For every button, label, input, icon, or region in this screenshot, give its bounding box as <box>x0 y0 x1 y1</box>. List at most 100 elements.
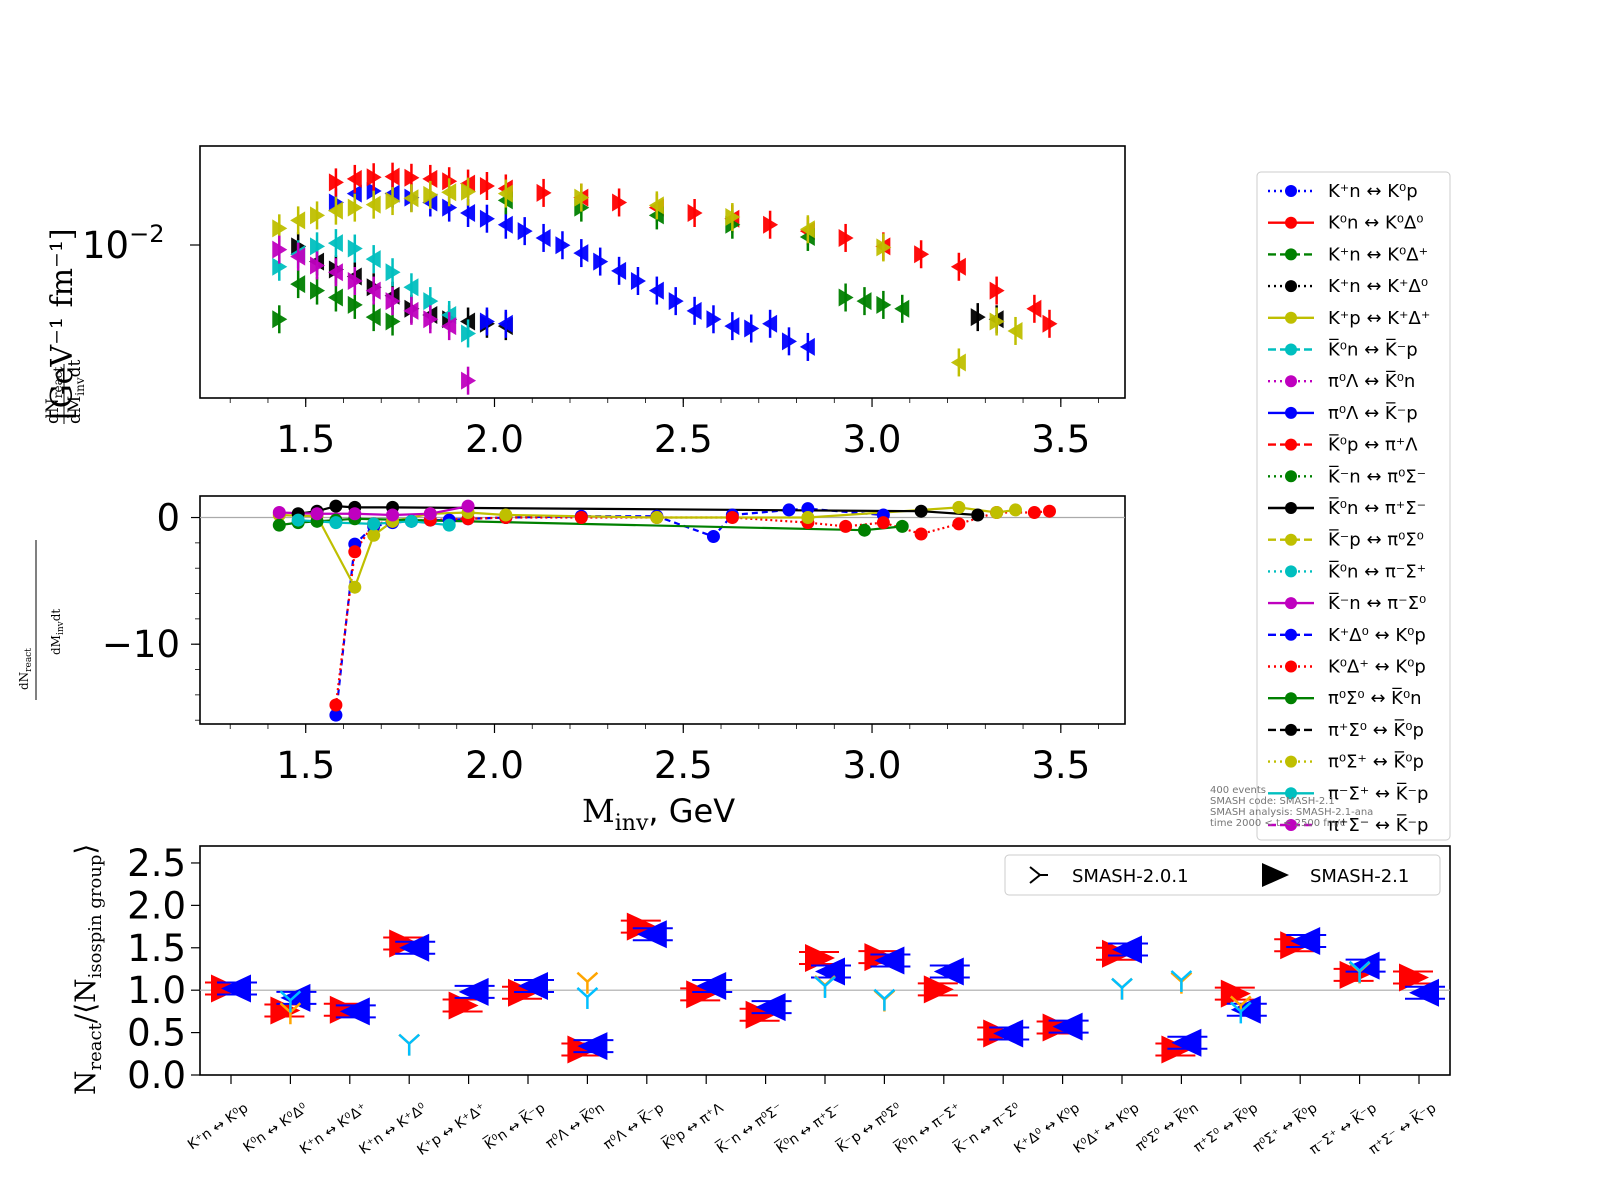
top-xtick-label: 2.5 <box>654 418 713 461</box>
bottom-data-point <box>1052 1012 1083 1041</box>
legend-label: K̅⁰n ↔ π⁺Σ⁻ <box>1328 497 1426 519</box>
info-line: SMASH analysis: SMASH-2.1-ana <box>1210 807 1373 818</box>
bottom-ylabel-text: Nreact/⟨Nisospin group⟩ <box>69 844 106 1095</box>
bottom-tri-marker <box>814 976 836 998</box>
legend-marker-icon <box>1285 248 1297 261</box>
middle-data-point <box>1027 505 1041 519</box>
middle-data-point <box>404 514 418 528</box>
top-xtick-label: 1.5 <box>276 418 335 461</box>
middle-data-point <box>706 530 720 544</box>
middle-data-point <box>971 508 985 522</box>
legend-label: π⁰Λ ↔ K̅⁰n <box>1328 370 1415 392</box>
middle-data-point <box>952 500 966 514</box>
legend-marker-icon <box>1285 597 1297 610</box>
middle-xtick-label: 2.5 <box>654 744 713 787</box>
legend-label: K̅⁻p ↔ π⁰Σ⁰ <box>1328 528 1424 550</box>
bottom-data-point <box>1220 979 1251 1008</box>
bottom-ylabel: Nreact/⟨Nisospin group⟩ <box>69 844 106 1095</box>
legend-marker-icon <box>1285 628 1297 641</box>
legend-marker-icon <box>1285 723 1297 736</box>
legend-label: K⁰Δ⁺ ↔ K⁰p <box>1328 657 1426 678</box>
legend-marker-icon <box>1285 438 1297 451</box>
version-legend: SMASH-2.0.1 SMASH-2.1 <box>1004 854 1441 896</box>
middle-data-point <box>329 698 343 712</box>
middle-data-point <box>914 527 928 541</box>
bottom-ytick-label: 1.5 <box>127 927 186 970</box>
bottom-ytick-label: 1.0 <box>127 969 186 1012</box>
bottom-tri-marker <box>1229 1001 1252 1024</box>
bottom-tri-arm <box>1239 995 1252 1007</box>
bottom-data-point <box>696 971 727 1000</box>
bottom-category-label: π⁰Λ ↔ K̅⁻p <box>600 1099 667 1153</box>
legend-label: K⁰n ↔ K⁰Δ⁰ <box>1328 213 1424 234</box>
bottom-tri-marker <box>279 990 302 1013</box>
legend-label: K⁺n ↔ K⁺Δ⁰ <box>1328 276 1428 297</box>
bottom-tri-arm <box>1239 1001 1252 1013</box>
middle-data-point <box>310 507 324 521</box>
legend-marker-icon <box>1285 406 1297 419</box>
middle-data-point <box>291 513 305 527</box>
bottom-tri-arm <box>1229 995 1242 1007</box>
bottom-data-point <box>1280 931 1311 960</box>
legend-marker-icon <box>1285 185 1297 197</box>
legend-label: K⁺n ↔ K⁰Δ⁺ <box>1328 244 1428 265</box>
legend-label: K⁺Δ⁰ ↔ K⁰p <box>1328 625 1426 646</box>
bottom-tri-arm <box>408 1033 421 1045</box>
middle-data-point <box>650 511 664 525</box>
bottom-data-point <box>1102 939 1132 968</box>
bottom-tri-arm <box>576 987 589 998</box>
middle-data-point <box>914 504 928 518</box>
bottom-data-point <box>923 975 954 1004</box>
middle-data-point <box>725 511 739 525</box>
bottom-tri-marker <box>1111 977 1133 1000</box>
bottom-data-point <box>1399 963 1429 992</box>
middle-data-point <box>895 519 909 533</box>
middle-series-line <box>334 510 1050 706</box>
bottom-category-label: π⁰Λ ↔ K̅⁰n <box>542 1099 608 1152</box>
bottom-ytick-label: 0.5 <box>127 1012 186 1055</box>
bottom-tri-arm <box>883 988 896 1000</box>
legend-frame <box>1256 171 1451 841</box>
legend-label: π⁻Σ⁺ ↔ K̅⁻p <box>1328 782 1428 804</box>
bottom-data-point <box>1339 960 1370 989</box>
bottom-category-label: K̅⁻n ↔ π⁻Σ⁰ <box>951 1099 1024 1157</box>
middle-xtick-label: 3.5 <box>1031 744 1090 787</box>
bottom-tri-marker <box>279 1002 302 1025</box>
middle-ytick-label: 0 <box>156 497 180 540</box>
legend-label: K⁺p ↔ K⁺Δ⁺ <box>1328 308 1430 329</box>
info-line: time 2000 < t < 2500 fm/c <box>1210 818 1345 829</box>
bottom-data-point <box>933 957 964 986</box>
middle-xtick-label: 2.0 <box>465 744 524 787</box>
top-xtick-label: 3.5 <box>1031 418 1090 461</box>
bottom-category-label: π⁰Σ⁰ ↔ K̅⁰n <box>1132 1099 1202 1155</box>
bottom-tri-arm <box>1229 1001 1242 1013</box>
bottom-tri-marker <box>873 988 896 1011</box>
legend-marker-icon <box>1285 787 1297 800</box>
bottom-data-point <box>626 912 657 941</box>
middle-data-point <box>857 523 871 537</box>
bottom-category-label: K̅⁻n ↔ π⁰Σ⁻ <box>713 1099 786 1157</box>
bottom-data-point <box>993 1019 1024 1048</box>
bottom-tri-arm <box>873 988 886 1000</box>
middle-data-point <box>329 708 343 722</box>
bottom-ytick-label: 0.0 <box>127 1054 186 1097</box>
middle-data-point <box>272 518 286 532</box>
bottom-tri-arm <box>586 971 599 983</box>
top-frac-denominator: dMinvdt <box>65 359 87 424</box>
bottom-tri-marker <box>576 987 599 1009</box>
legend-label: K⁺n ↔ K⁰p <box>1328 181 1418 202</box>
legend-label: π⁰Σ⁰ ↔ K̅⁰n <box>1328 687 1422 709</box>
middle-data-point <box>1009 503 1023 517</box>
bottom-category-label: K⁺Δ⁰ ↔ K⁰p <box>1011 1100 1083 1157</box>
smash-21-marker-icon <box>1262 863 1289 887</box>
bottom-tri-marker <box>398 1033 421 1056</box>
middle-data-point <box>367 528 381 542</box>
legend-label: π⁺Σ⁰ ↔ K̅⁰p <box>1328 719 1424 741</box>
bottom-category-label: K̅⁰n ↔ π⁺Σ⁻ <box>773 1099 846 1157</box>
info-line: 400 events <box>1210 785 1266 796</box>
bottom-tri-arm <box>1180 970 1193 981</box>
bottom-ytick-label: 2.0 <box>127 884 186 927</box>
legend-marker-icon <box>1285 470 1297 483</box>
middle-data-point <box>348 507 362 521</box>
bottom-data-point <box>221 974 251 1003</box>
